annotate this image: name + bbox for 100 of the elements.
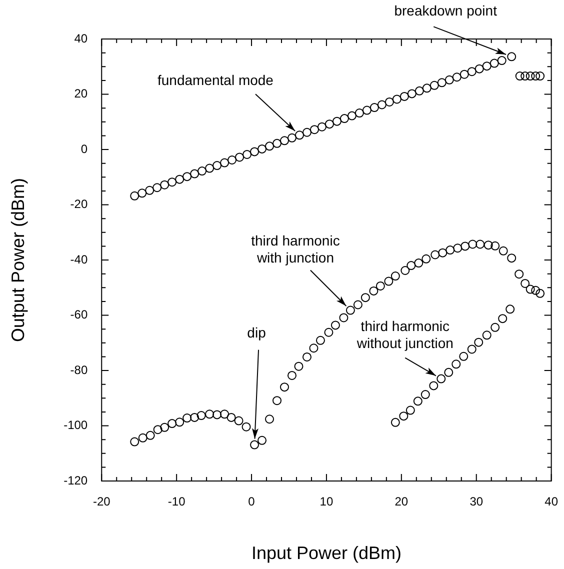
point	[339, 313, 348, 322]
point	[468, 240, 478, 249]
point	[399, 412, 408, 421]
y-axis-title: Output Power (dBm)	[8, 178, 28, 342]
point	[444, 75, 454, 84]
point	[490, 241, 500, 250]
point	[324, 120, 334, 129]
point	[384, 97, 394, 106]
point	[413, 396, 422, 406]
point	[422, 84, 432, 93]
point	[452, 72, 462, 82]
point	[460, 242, 470, 251]
point	[146, 430, 155, 440]
point	[467, 67, 476, 76]
point	[294, 130, 304, 140]
point	[531, 286, 540, 295]
point	[196, 411, 206, 420]
point	[310, 125, 319, 134]
point	[138, 433, 148, 442]
point	[498, 314, 508, 324]
point	[280, 382, 289, 392]
point	[406, 406, 415, 415]
point	[226, 412, 236, 422]
point	[287, 370, 296, 380]
point	[506, 304, 515, 314]
point	[175, 418, 184, 427]
point	[430, 250, 440, 260]
point	[446, 246, 455, 255]
point	[294, 362, 304, 371]
point	[182, 414, 192, 423]
point	[340, 114, 349, 124]
point	[212, 410, 222, 420]
y-tick-label: -20	[70, 197, 88, 212]
annotation: third harmonic without junction	[356, 318, 454, 352]
point	[138, 188, 147, 198]
point	[384, 276, 394, 286]
point	[498, 246, 508, 256]
point	[482, 62, 492, 71]
point	[407, 89, 416, 98]
x-tick-label: -20	[92, 494, 111, 509]
point	[362, 106, 372, 115]
y-tick-label: 20	[74, 86, 88, 101]
point	[400, 266, 410, 275]
point	[235, 152, 244, 162]
y-tick-label: -120	[64, 473, 88, 488]
point	[369, 286, 378, 296]
point	[360, 293, 370, 302]
point	[390, 272, 400, 281]
point	[205, 410, 214, 419]
point	[272, 396, 282, 406]
point	[514, 270, 524, 279]
point	[205, 164, 214, 173]
x-tick-label: -10	[168, 494, 186, 509]
point	[190, 412, 200, 422]
point	[497, 56, 506, 66]
point	[332, 116, 342, 126]
point	[467, 344, 476, 354]
point	[265, 414, 274, 424]
point	[377, 100, 386, 110]
point	[198, 166, 207, 176]
point	[520, 72, 530, 81]
point	[272, 138, 282, 148]
point	[250, 147, 260, 156]
point	[152, 183, 162, 192]
annotation: breakdown point	[394, 2, 498, 19]
point	[490, 322, 500, 332]
point	[212, 161, 222, 170]
point	[536, 72, 545, 81]
point	[507, 52, 516, 62]
point	[347, 111, 356, 120]
point	[242, 150, 252, 159]
point	[430, 80, 439, 90]
annotation: fundamental mode	[158, 72, 274, 88]
point	[482, 330, 492, 340]
point	[309, 344, 318, 353]
y-tick-label: -100	[64, 418, 88, 432]
annotation: third harmonic with junction	[251, 232, 340, 266]
point	[438, 248, 448, 258]
y-tick-label: 40	[74, 31, 88, 46]
point	[392, 94, 402, 104]
point	[390, 418, 400, 427]
x-tick-label: 20	[394, 494, 408, 509]
point	[265, 142, 274, 151]
x-tick-label: 40	[544, 494, 558, 509]
point	[168, 419, 177, 428]
point	[302, 352, 312, 362]
point	[474, 338, 484, 347]
point	[153, 425, 162, 434]
point	[175, 174, 184, 184]
point	[242, 422, 251, 432]
y-tick-label: -40	[70, 252, 88, 266]
y-tick-label: -80	[70, 362, 88, 377]
point	[182, 172, 192, 182]
point	[354, 108, 364, 118]
point	[436, 374, 446, 384]
point	[376, 281, 385, 290]
point	[330, 320, 340, 330]
point	[250, 440, 260, 450]
point	[406, 261, 416, 270]
point	[437, 78, 446, 88]
